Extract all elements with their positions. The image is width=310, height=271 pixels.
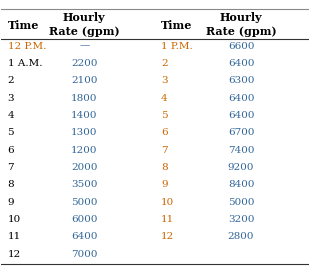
Text: 6600: 6600 <box>228 42 254 51</box>
Text: 11: 11 <box>7 232 21 241</box>
Text: 10: 10 <box>161 198 175 207</box>
Text: Time: Time <box>161 20 193 31</box>
Text: 7: 7 <box>161 146 168 155</box>
Text: 2200: 2200 <box>71 59 98 68</box>
Text: 3: 3 <box>7 93 14 103</box>
Text: 7000: 7000 <box>71 250 98 259</box>
Text: Hourly
Rate (gpm): Hourly Rate (gpm) <box>206 12 276 37</box>
Text: 5: 5 <box>161 111 168 120</box>
Text: 6700: 6700 <box>228 128 254 137</box>
Text: 12: 12 <box>161 232 175 241</box>
Text: 6300: 6300 <box>228 76 254 85</box>
Text: 6000: 6000 <box>71 215 98 224</box>
Text: 8: 8 <box>161 163 168 172</box>
Text: 7: 7 <box>7 163 14 172</box>
Text: 6400: 6400 <box>228 59 254 68</box>
Text: 6400: 6400 <box>228 93 254 103</box>
Text: 4: 4 <box>161 93 168 103</box>
Text: 1 P.M.: 1 P.M. <box>161 42 193 51</box>
Text: 6: 6 <box>7 146 14 155</box>
Text: 9: 9 <box>7 198 14 207</box>
Text: 2: 2 <box>161 59 168 68</box>
Text: 11: 11 <box>161 215 175 224</box>
Text: 1400: 1400 <box>71 111 98 120</box>
Text: 12: 12 <box>7 250 21 259</box>
Text: 9200: 9200 <box>228 163 254 172</box>
Text: 8400: 8400 <box>228 180 254 189</box>
Text: 2000: 2000 <box>71 163 98 172</box>
Text: 10: 10 <box>7 215 21 224</box>
Text: 3500: 3500 <box>71 180 98 189</box>
Text: —: — <box>79 42 90 51</box>
Text: 5000: 5000 <box>228 198 254 207</box>
Text: 3: 3 <box>161 76 168 85</box>
Text: 1300: 1300 <box>71 128 98 137</box>
Text: 5: 5 <box>7 128 14 137</box>
Text: 2100: 2100 <box>71 76 98 85</box>
Text: 1200: 1200 <box>71 146 98 155</box>
Text: 12 P.M.: 12 P.M. <box>7 42 46 51</box>
Text: Hourly
Rate (gpm): Hourly Rate (gpm) <box>49 12 120 37</box>
Text: 3200: 3200 <box>228 215 254 224</box>
Text: Time: Time <box>7 20 39 31</box>
Text: 4: 4 <box>7 111 14 120</box>
Text: 6400: 6400 <box>228 111 254 120</box>
Text: 2: 2 <box>7 76 14 85</box>
Text: 5000: 5000 <box>71 198 98 207</box>
Text: 6: 6 <box>161 128 168 137</box>
Text: 9: 9 <box>161 180 168 189</box>
Text: 2800: 2800 <box>228 232 254 241</box>
Text: 8: 8 <box>7 180 14 189</box>
Text: 6400: 6400 <box>71 232 98 241</box>
Text: 1800: 1800 <box>71 93 98 103</box>
Text: 7400: 7400 <box>228 146 254 155</box>
Text: 1 A.M.: 1 A.M. <box>7 59 42 68</box>
